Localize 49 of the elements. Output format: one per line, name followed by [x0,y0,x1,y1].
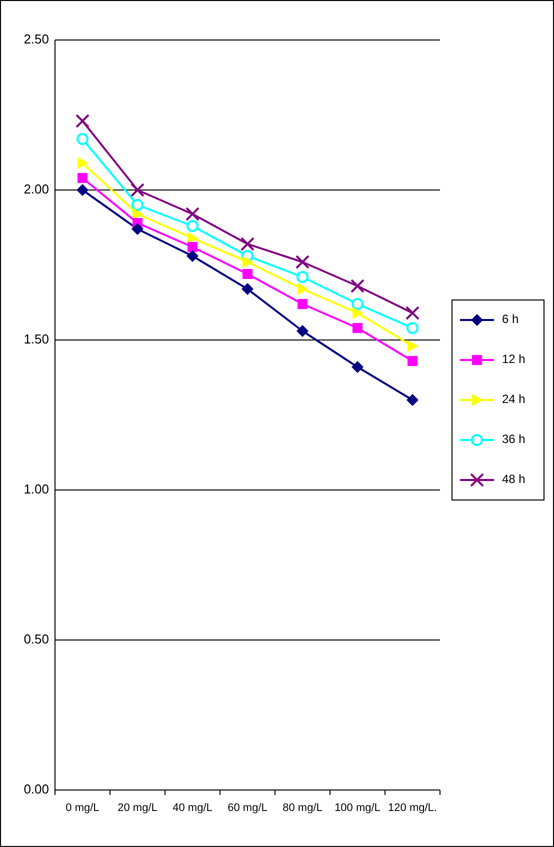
point [132,223,144,235]
y-tick-label: 2.00 [24,181,49,196]
point [406,322,418,334]
point [242,269,252,279]
point [298,299,308,309]
point [296,325,308,337]
y-tick-label: 2.50 [24,31,49,46]
point [352,361,364,373]
x-tick-label: 20 mg/L [118,802,158,814]
y-tick-label: 1.50 [24,331,49,346]
x-tick-label: 40 mg/L [172,802,212,814]
point [406,394,418,406]
point [406,306,420,320]
point [76,133,88,145]
x-tick-label: 0 mg/L [66,802,100,814]
point [350,279,364,293]
x-tick-label: 120 mg/L. [388,802,437,814]
point [130,183,144,197]
legend-label: 6 h [502,312,519,326]
legend-label: 36 h [502,432,526,446]
x-tick-label: 80 mg/L [282,802,322,814]
legend-label: 12 h [502,352,526,366]
point [78,157,88,169]
point [186,250,198,262]
point [76,184,88,196]
legend-label: 48 h [502,472,526,486]
point [352,298,364,310]
y-tick-label: 1.00 [24,481,49,496]
point [132,199,144,211]
x-tick-label: 60 mg/L [228,802,268,814]
y-tick-label: 0.00 [24,781,49,796]
point [242,283,254,295]
point [352,307,364,319]
legend-label: 24 h [502,392,526,406]
point [296,255,310,269]
point [186,220,198,232]
point [352,323,362,333]
y-tick-label: 0.50 [24,631,49,646]
point [296,271,308,283]
point [188,242,198,252]
point [408,340,418,352]
point [76,114,90,128]
point [242,256,254,268]
point [240,237,254,251]
point [408,356,418,366]
x-tick-label: 100 mg/L [334,802,380,814]
point [298,283,308,295]
point [186,207,200,221]
point [78,173,88,183]
